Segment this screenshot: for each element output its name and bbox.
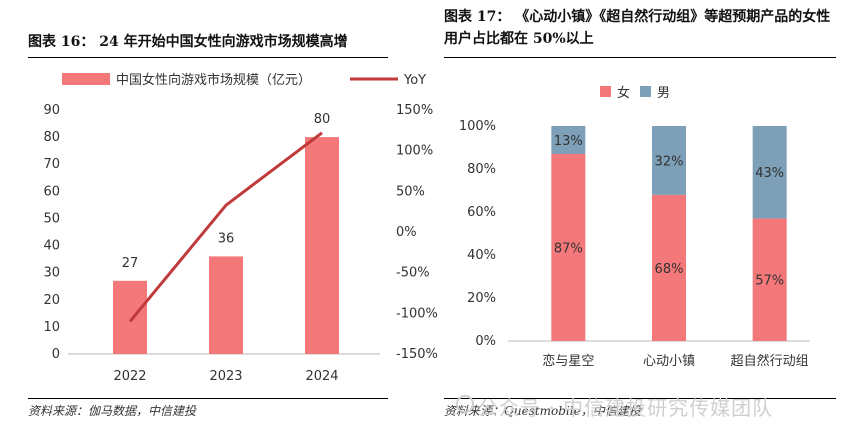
y-tick-label: 0% bbox=[475, 334, 496, 349]
left-chart-source: 资料来源：伽马数据，中信建投 bbox=[28, 404, 197, 418]
y2-tick-label: 150% bbox=[396, 103, 433, 118]
left-chart-title: 图表 16： 24 年开始中国女性向游戏市场规模高增 bbox=[28, 34, 348, 50]
legend-swatch-female bbox=[600, 86, 611, 97]
x-tick-label: 2024 bbox=[305, 369, 338, 384]
y2-tick-label: -50% bbox=[396, 266, 430, 281]
bar-data-label-male: 43% bbox=[755, 166, 784, 181]
y-tick-label: 80 bbox=[43, 130, 60, 145]
y-tick-label: 90 bbox=[43, 103, 60, 118]
bar-data-label-male: 13% bbox=[554, 134, 583, 149]
y-tick-label: 100% bbox=[459, 119, 496, 134]
bar-data-label: 36 bbox=[218, 231, 235, 246]
y2-tick-label: -150% bbox=[396, 347, 438, 362]
bar-market-size bbox=[113, 280, 147, 354]
y-tick-label: 50 bbox=[43, 211, 60, 226]
x-tick-label: 恋与星空 bbox=[542, 353, 594, 369]
y2-tick-label: -100% bbox=[396, 306, 438, 321]
left-title-rule bbox=[28, 57, 388, 58]
yoy-line bbox=[128, 131, 323, 323]
bar-female bbox=[551, 153, 586, 341]
bar-data-label: 27 bbox=[122, 256, 139, 271]
y-tick-label: 80% bbox=[467, 162, 496, 177]
y-tick-label: 60% bbox=[467, 205, 496, 220]
bar-male bbox=[752, 126, 787, 219]
bar-data-label-male: 32% bbox=[655, 154, 684, 169]
x-tick-label: 2022 bbox=[113, 369, 146, 384]
right-chart-title: 图表 17： 《心动小镇》《超自然行动组》等超预期产品的女性用户占比都在 50%… bbox=[444, 9, 831, 47]
watermark: 公众号 · 中信建投研究传媒团队 bbox=[478, 396, 774, 420]
legend-swatch-male bbox=[640, 86, 651, 97]
bar-data-label-female: 57% bbox=[755, 274, 784, 289]
bar-data-label-female: 87% bbox=[554, 241, 583, 256]
y-tick-label: 20% bbox=[467, 291, 496, 306]
bar-data-label: 80 bbox=[314, 112, 331, 127]
right-title-rule bbox=[444, 57, 836, 58]
y-tick-label: 10 bbox=[43, 320, 60, 335]
legend-label-male: 男 bbox=[657, 86, 670, 101]
legend-label-yoy: YoY bbox=[403, 73, 426, 88]
y-tick-label: 20 bbox=[43, 293, 60, 308]
y-tick-label: 60 bbox=[43, 184, 60, 199]
legend-label-female: 女 bbox=[617, 85, 630, 101]
x-tick-label: 心动小镇 bbox=[643, 354, 695, 369]
legend-swatch-market-size bbox=[62, 73, 110, 85]
bar-market-size bbox=[305, 137, 339, 354]
bar-female bbox=[752, 218, 787, 341]
y2-tick-label: 100% bbox=[396, 144, 433, 159]
bar-data-label-female: 68% bbox=[655, 262, 684, 277]
wechat-icon bbox=[456, 395, 474, 413]
left-source-rule bbox=[28, 398, 388, 399]
bar-male bbox=[652, 126, 686, 195]
y-tick-label: 0 bbox=[52, 347, 60, 362]
y-tick-label: 70 bbox=[43, 157, 60, 172]
y-tick-label: 30 bbox=[43, 266, 60, 281]
bar-market-size bbox=[209, 256, 243, 354]
y2-tick-label: 50% bbox=[396, 184, 425, 199]
right-source-rule bbox=[444, 398, 836, 399]
y-tick-label: 40 bbox=[43, 239, 60, 254]
bar-female bbox=[652, 194, 686, 341]
y2-tick-label: 0% bbox=[396, 225, 417, 240]
right-chart-source: 资料来源：Questmobile，中信建投 bbox=[444, 404, 641, 418]
bar-male bbox=[551, 126, 586, 154]
y-tick-label: 40% bbox=[467, 248, 496, 263]
x-tick-label: 超自然行动组 bbox=[731, 353, 809, 369]
legend-label-market-size: 中国女性向游戏市场规模（亿元） bbox=[116, 72, 311, 88]
x-tick-label: 2023 bbox=[209, 369, 242, 384]
